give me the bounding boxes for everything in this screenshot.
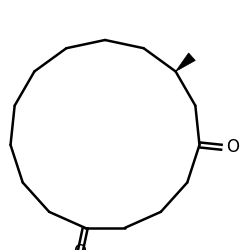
Text: O: O — [74, 244, 87, 250]
Polygon shape — [176, 53, 195, 72]
Text: O: O — [226, 138, 239, 156]
